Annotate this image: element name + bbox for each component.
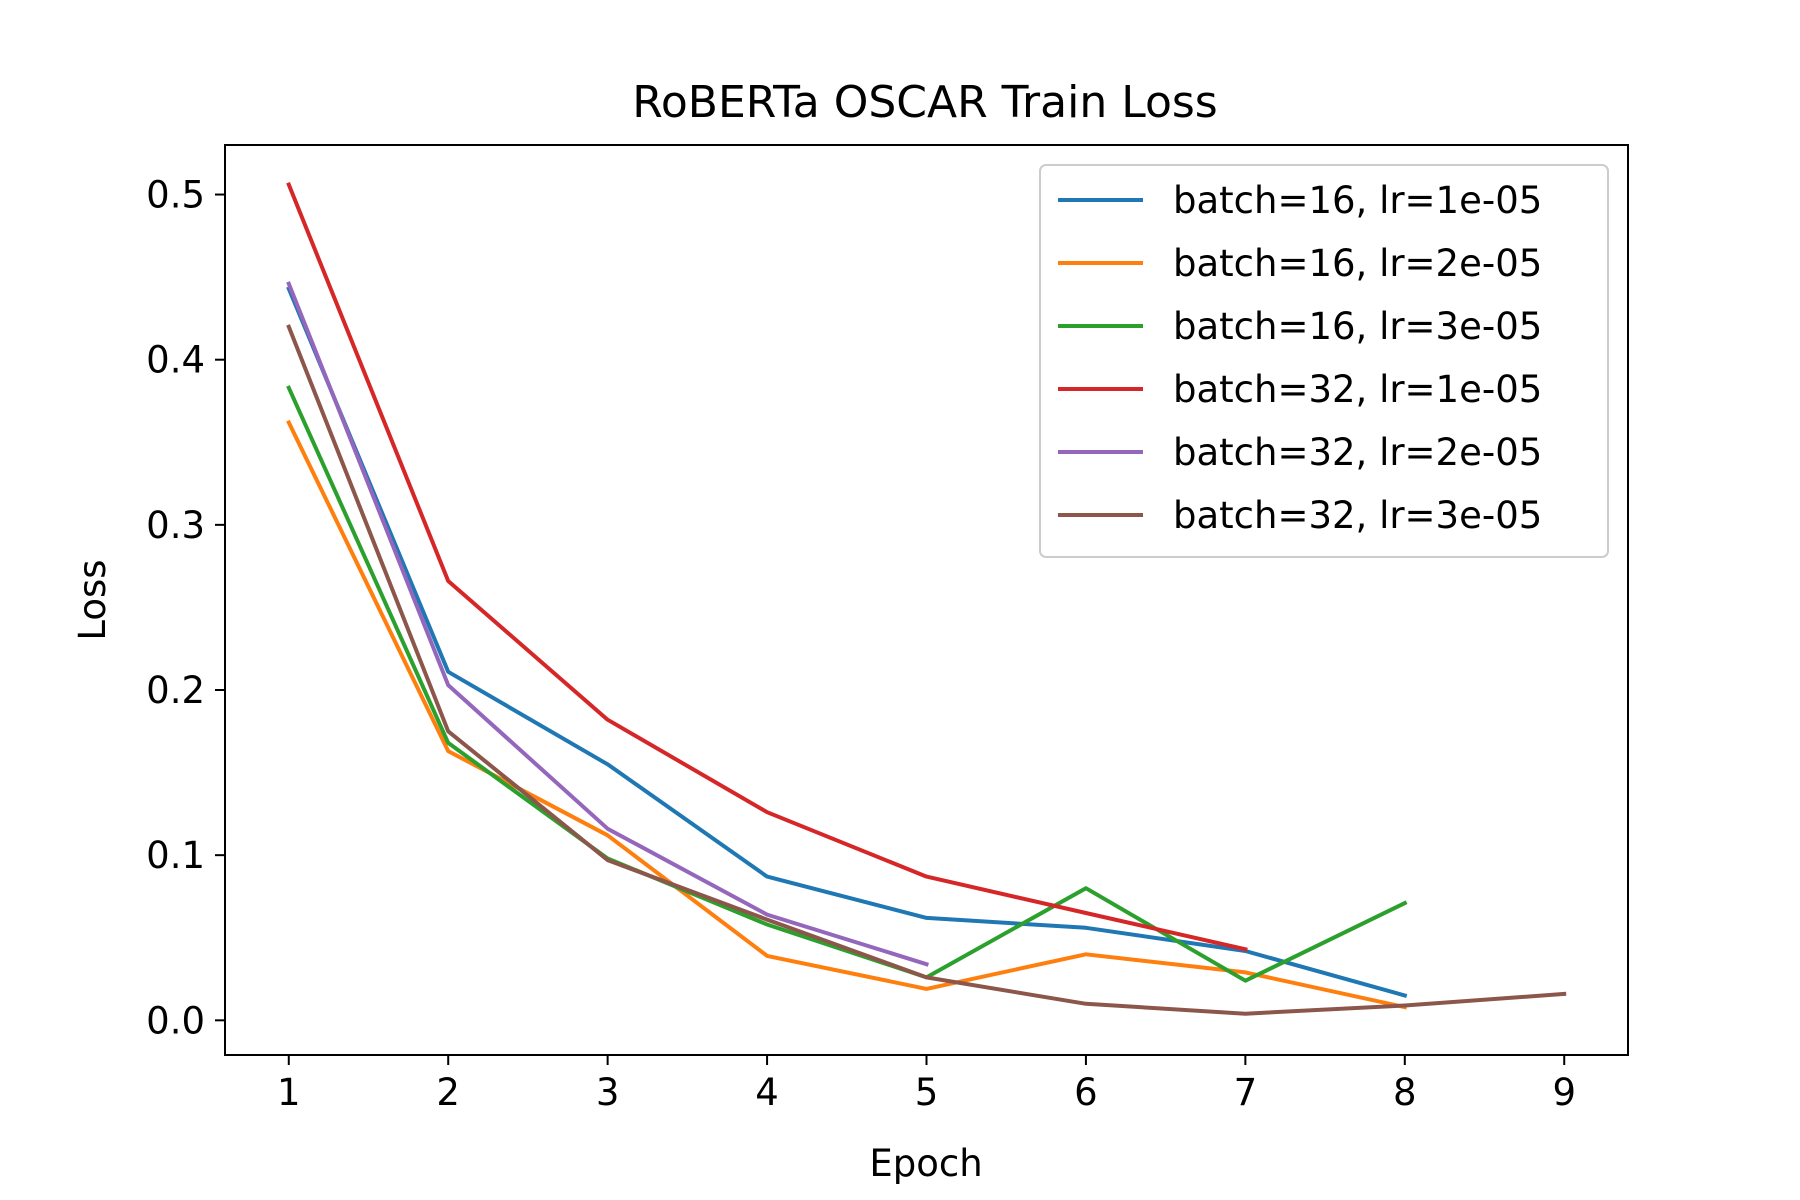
series-line-5 (286, 281, 930, 967)
y-tick-label: 0.0 (146, 999, 205, 1042)
chart-title: RoBERTa OSCAR Train Loss (632, 77, 1217, 128)
y-axis-label: Loss (71, 559, 114, 640)
legend-label-1: batch=16, lr=1e-05 (1173, 179, 1542, 222)
legend-label-4: batch=32, lr=1e-05 (1173, 368, 1542, 411)
x-tick-label: 1 (277, 1071, 301, 1114)
legend: batch=16, lr=1e-05 batch=16, lr=2e-05 batc… (1039, 164, 1609, 558)
legend-label-6: batch=32, lr=3e-05 (1173, 494, 1542, 537)
x-tick-label: 6 (1074, 1071, 1098, 1114)
x-tick-label: 5 (915, 1071, 939, 1114)
legend-label-3: batch=16, lr=3e-05 (1173, 305, 1542, 348)
y-tick-label: 0.4 (146, 339, 205, 382)
legend-box (1039, 164, 1609, 558)
x-tick-label: 9 (1552, 1071, 1576, 1114)
series-line-2 (286, 419, 1408, 1010)
x-tick-label: 2 (436, 1071, 460, 1114)
series-line-3 (286, 385, 1408, 983)
x-tick-label: 4 (755, 1071, 779, 1114)
plot-area (286, 181, 1567, 1016)
y-tick-label: 0.2 (146, 669, 205, 712)
x-axis-label: Epoch (869, 1142, 982, 1185)
x-tick-label: 3 (596, 1071, 620, 1114)
x-tick-label: 8 (1393, 1071, 1417, 1114)
series-line-1 (286, 286, 1408, 998)
y-tick-label: 0.3 (146, 504, 205, 547)
legend-label-5: batch=32, lr=2e-05 (1173, 431, 1542, 474)
x-tick-label: 7 (1234, 1071, 1258, 1114)
legend-label-2: batch=16, lr=2e-05 (1173, 242, 1542, 285)
series-line-4 (286, 181, 1248, 952)
y-tick-label: 0.1 (146, 834, 205, 877)
y-tick-label: 0.5 (146, 174, 205, 217)
axis-ticks: 1 2 3 4 5 6 7 8 9 0.0 0.1 0.2 0.3 0.4 0.5 (146, 174, 1576, 1114)
series-line-6 (286, 324, 1567, 1016)
